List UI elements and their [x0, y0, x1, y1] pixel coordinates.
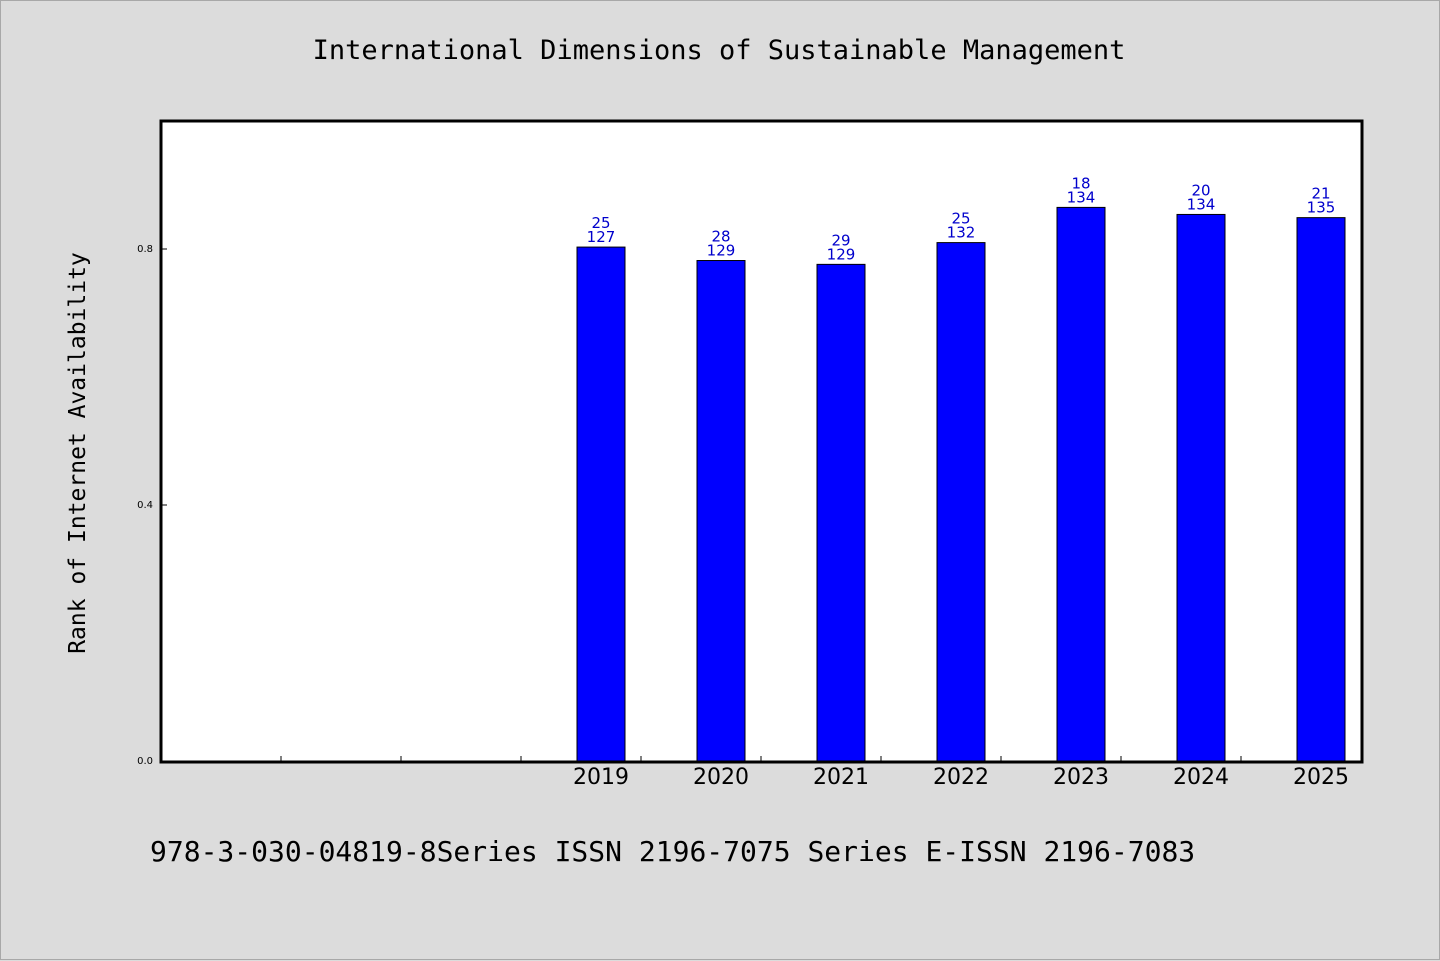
data-label-lower: 135 [1307, 199, 1336, 217]
x-tick-label: 2022 [933, 765, 989, 790]
footer-isbn-issn: 978-3-030-04819-8Series ISSN 2196-7075 S… [150, 835, 1196, 868]
data-label-lower: 134 [1187, 195, 1216, 213]
y-tick-label: 0.8 [137, 244, 153, 255]
y-tick-label: 0.4 [137, 500, 153, 511]
x-tick-label: 2023 [1053, 765, 1109, 790]
data-label-upper: 25 [591, 214, 610, 232]
bar-2019 [576, 246, 626, 762]
x-tick-label: 2020 [693, 765, 749, 790]
data-label-upper: 18 [1071, 174, 1090, 192]
bar-2021 [816, 263, 866, 762]
y-tick-label: 0.0 [137, 756, 153, 767]
bar-2025 [1296, 217, 1346, 762]
bar-2022 [936, 242, 986, 762]
data-label-upper: 20 [1191, 181, 1210, 199]
data-label-lower: 129 [707, 242, 736, 260]
data-label-lower: 127 [587, 228, 616, 246]
plot-area [161, 121, 1362, 762]
data-label-upper: 28 [711, 228, 730, 246]
chart-title: International Dimensions of Sustainable … [312, 35, 1126, 66]
bar-2023 [1056, 206, 1106, 762]
ticks-layer: 0.0 0.4 0.8 2019 2020 2021 2022 2023 2024 2025 [137, 244, 1362, 790]
data-label-lower: 132 [947, 224, 976, 242]
data-label-lower: 134 [1067, 188, 1096, 206]
bar-2020 [696, 260, 746, 762]
plot-border [159, 119, 1364, 764]
data-label-upper: 25 [951, 210, 970, 228]
x-tick-label: 2024 [1173, 765, 1229, 790]
x-tick-label: 2019 [573, 765, 629, 790]
data-label-upper: 29 [831, 231, 850, 249]
bar-2024 [1176, 213, 1226, 762]
y-axis-label: Rank of Internet Availability [65, 252, 91, 654]
data-label-upper: 21 [1311, 185, 1330, 203]
data-label-lower: 129 [827, 245, 856, 263]
x-tick-label: 2025 [1293, 765, 1349, 790]
x-tick-label: 2021 [813, 765, 869, 790]
